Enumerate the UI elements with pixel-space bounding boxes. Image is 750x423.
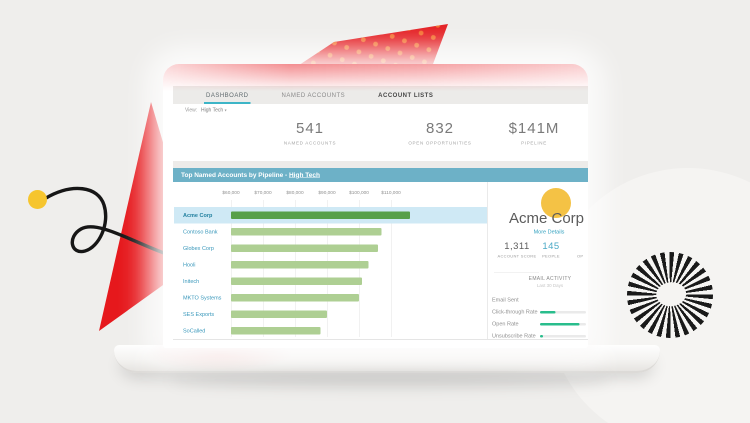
email-activity-row: Unsubscribe Rate: [492, 330, 586, 342]
panel-stat-account-score: 1,311 ACCOUNT SCORE: [496, 241, 538, 259]
panel-stat-people: 145 PEOPLE: [537, 241, 565, 259]
chart-filter-link[interactable]: High Tech: [288, 171, 320, 179]
account-label[interactable]: Contoso Bank: [183, 228, 218, 235]
email-activity-row: Click-through Rate: [492, 306, 586, 318]
tab-dashboard[interactable]: DASHBOARD: [204, 86, 251, 104]
chart-row: MKTO Systems: [174, 290, 487, 307]
account-label[interactable]: Acme Corp: [183, 212, 213, 219]
pipeline-bar[interactable]: [231, 310, 327, 318]
stat-pipeline: $141M PIPELINE: [509, 120, 560, 146]
stat-open-opportunities: 832 OPEN OPPORTUNITIES: [408, 120, 471, 146]
axis-tick-label: $60,000: [222, 190, 240, 196]
gridline: [327, 200, 328, 337]
section-divider: [173, 161, 588, 168]
pipeline-bar[interactable]: [231, 244, 379, 252]
view-label: View:: [185, 107, 198, 114]
account-detail-panel: Acme Corp More Details 1,311 ACCOUNT SCO…: [487, 182, 588, 339]
account-name: Acme Corp: [509, 210, 585, 227]
chevron-down-icon[interactable]: ▾: [224, 108, 227, 113]
pipeline-bar[interactable]: [231, 327, 321, 335]
progress-fill: [540, 322, 580, 326]
tab-account-lists[interactable]: ACCOUNT LISTS: [378, 91, 434, 99]
panel-stat-label: PEOPLE: [542, 254, 560, 259]
chart-row: Globex Corp: [174, 240, 487, 257]
chart-row: Initech: [174, 273, 487, 290]
stat-value: 541: [295, 120, 325, 137]
yellow-dot: [28, 190, 47, 209]
tab-bar: DASHBOARD NAMED ACCOUNTS ACCOUNT LISTS: [173, 86, 588, 104]
view-selector[interactable]: High Tech: [201, 107, 224, 114]
stat-named-accounts: 541 NAMED ACCOUNTS: [284, 120, 336, 146]
tab-named-accounts[interactable]: NAMED ACCOUNTS: [281, 91, 346, 99]
chart-title: Top Named Accounts by Pipeline -: [181, 171, 289, 179]
panel-stat-label: OP: [577, 254, 584, 259]
pipeline-bar[interactable]: [231, 211, 411, 219]
panel-stat-value: 1,311: [504, 241, 530, 252]
account-label[interactable]: Hooli: [183, 261, 196, 268]
email-metric-label: Open Rate: [492, 321, 519, 327]
axis-tick-label: $90,000: [318, 190, 336, 196]
chart-row: Contoso Bank: [174, 224, 487, 241]
laptop-base: [114, 337, 660, 373]
pipeline-chart: $60,000 $70,000 $80,000 $90,000 $100,000 $110…: [173, 182, 588, 340]
summary-stats: 541 NAMED ACCOUNTS 832 OPEN OPPORTUNITIE…: [173, 116, 588, 161]
stat-value: $141M: [508, 120, 560, 137]
pipeline-bar[interactable]: [231, 277, 363, 285]
progress-track: [540, 334, 586, 338]
stat-value: 832: [425, 120, 455, 137]
panel-stat-value: 145: [542, 241, 560, 252]
axis-tick-label: $70,000: [254, 190, 272, 196]
email-metric-label: Click-through Rate: [492, 309, 538, 315]
chart-row: Acme Corp: [174, 207, 487, 224]
panel-divider: [494, 272, 539, 273]
gridline: [391, 200, 392, 337]
email-activity-title: EMAIL ACTIVITY: [528, 276, 572, 282]
account-label[interactable]: Initech: [183, 278, 200, 285]
email-activity-row: Email Sent: [492, 294, 585, 306]
account-avatar: [541, 188, 571, 218]
stat-label: OPEN OPPORTUNITIES: [408, 140, 472, 146]
gridline: [359, 200, 360, 337]
progress-fill: [540, 310, 556, 314]
dashboard-app: DASHBOARD NAMED ACCOUNTS ACCOUNT LISTS V…: [163, 64, 588, 348]
panel-stat-clipped: OP: [577, 252, 588, 259]
axis-tick-label: $110,000: [381, 190, 401, 196]
email-activity-subtitle: Last 30 Days: [536, 283, 564, 288]
email-metric-label: Unsubscribe Rate: [492, 333, 536, 339]
gridline: [295, 200, 296, 337]
chart-row: SES Exports: [174, 306, 487, 323]
laptop-screen: DASHBOARD NAMED ACCOUNTS ACCOUNT LISTS V…: [163, 64, 588, 348]
laptop-shadow: [170, 372, 610, 388]
chart-title-bar: Top Named Accounts by Pipeline - High Te…: [173, 168, 588, 182]
pipeline-bar[interactable]: [231, 261, 369, 269]
account-label[interactable]: SoCalled: [183, 327, 206, 334]
plot-grid: $60,000 $70,000 $80,000 $90,000 $100,000 $110…: [222, 182, 486, 339]
more-details-link[interactable]: More Details: [533, 229, 565, 235]
email-activity-rows: Email Sent Click-through Rate Open Rate Uns…: [492, 294, 586, 342]
pipeline-bar[interactable]: [231, 294, 359, 302]
email-metric-label: Email Sent: [492, 297, 519, 303]
chart-row: Hooli: [174, 257, 487, 274]
stat-label: PIPELINE: [521, 140, 547, 146]
stat-label: NAMED ACCOUNTS: [283, 140, 337, 146]
gridline: [263, 200, 264, 337]
account-label[interactable]: MKTO Systems: [183, 294, 222, 301]
account-label[interactable]: Globex Corp: [183, 245, 214, 252]
view-bar: View: High Tech ▾: [173, 104, 588, 117]
axis-tick-label: $100,000: [349, 190, 369, 196]
progress-fill: [540, 334, 543, 338]
chart-rows: Acme Corp Contoso Bank Globex Corp Hooli Ini…: [174, 207, 487, 339]
progress-track: [540, 310, 586, 314]
account-label[interactable]: SES Exports: [183, 311, 215, 318]
email-activity-row: Open Rate: [492, 318, 586, 330]
axis-tick-label: $80,000: [286, 190, 304, 196]
gridline: [231, 200, 232, 337]
chart-row: SoCalled: [174, 323, 487, 340]
progress-track: [540, 322, 586, 326]
squiggle-line: [44, 186, 166, 255]
pipeline-bar[interactable]: [231, 228, 382, 236]
panel-stat-label: ACCOUNT SCORE: [497, 254, 537, 259]
